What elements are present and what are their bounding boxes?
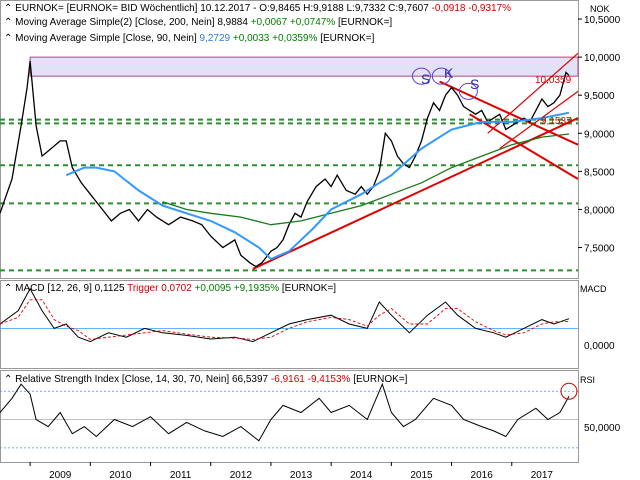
y-tick-label: 7,5000 [584, 244, 615, 255]
x-tick-label: 2011 [170, 470, 192, 480]
legend-icon: ⌃ [4, 17, 13, 28]
rsi-highlight-circle [560, 382, 578, 400]
price-legend: ⌃ EURNOK= [EURNOK= BID Wöchentlich] 10.1… [4, 3, 512, 14]
ma90-change: +0,0033 [232, 33, 270, 44]
ma90-value: 9,2729 [199, 33, 231, 44]
channel-line-lower [499, 90, 579, 150]
macd-tick: 0,0000 [584, 341, 615, 352]
uptrend-line [252, 117, 579, 270]
right-shoulder-label: S [470, 76, 480, 92]
ma200-legend: ⌃ Moving Average Simple(2) [Close, 200, … [4, 17, 392, 29]
instrument-name: EURNOK= [EURNOK= BID Wöchentlich] [15, 3, 198, 14]
trigger-label: Trigger [127, 283, 159, 294]
macd-panel-frame [0, 280, 579, 369]
ma90-line [65, 111, 570, 261]
x-tick-label: 2016 [471, 470, 494, 480]
macd-axis-label: MACD [580, 284, 607, 294]
y-tick-label: 10,5000 [584, 15, 621, 26]
rsi-value: 66,5397 [231, 374, 269, 385]
legend-icon: ⌃ [4, 3, 13, 14]
ohlc-values: O:9,8465 H:9,9188 L:9,7332 C:9,7607 [259, 3, 429, 14]
pattern-circle [431, 67, 451, 85]
rsi-title: Relative Strength Index [Close, 14, 30, … [15, 374, 230, 385]
pattern-circle [458, 82, 478, 100]
ma200-value: 8,9884 [217, 17, 248, 28]
macd-legend: ⌃ MACD [12, 26, 9] 0,1125 Trigger 0,0702… [4, 283, 336, 295]
y-tick-label: 9,5000 [584, 91, 615, 102]
left-shoulder-label: S [421, 71, 431, 87]
macd-value: 0,1125 [94, 283, 125, 294]
macd-change-pct: +9,1935% [233, 283, 280, 294]
main-panel-frame [0, 0, 579, 279]
macd-trigger-line [0, 299, 570, 340]
legend-icon: ⌃ [4, 283, 13, 294]
y-tick-label: 10,0000 [584, 53, 621, 64]
legend-icon: ⌃ [4, 374, 13, 385]
price-change: -0,0918 [431, 3, 466, 14]
price-change-pct: -0,9317% [468, 3, 512, 14]
x-tick-label: 2014 [350, 470, 373, 480]
macd-symbol: [EURNOK=] [281, 283, 337, 294]
ma90-symbol: [EURNOK=] [320, 33, 375, 44]
macd-title: MACD [12, 26, 9] [15, 283, 92, 294]
rsi-line [0, 382, 570, 442]
ma90-change-pct: +0,0359% [272, 33, 318, 44]
ma90-legend: ⌃ Moving Average Simple [Close, 90, Nein… [4, 33, 374, 45]
x-tick-label: 2012 [230, 470, 253, 480]
x-tick-label: 2015 [410, 470, 433, 480]
last-price-tag: 10,0359 [535, 75, 572, 86]
downtrend-line-lower [469, 113, 579, 180]
legend-icon: ⌃ [4, 33, 13, 44]
ma200-line [162, 133, 570, 226]
macd-line [0, 287, 570, 343]
ma90-name: Moving Average Simple [Close, 90, Nein] [15, 33, 197, 44]
trigger-value: 0,0702 [161, 283, 192, 294]
y-tick-label: 8,0000 [584, 205, 615, 216]
downtrend-line-upper [439, 80, 579, 146]
head-label: K [444, 65, 454, 81]
rsi-panel-frame [0, 370, 579, 463]
channel-line-upper [487, 52, 579, 134]
x-tick-label: 2009 [49, 470, 72, 480]
rsi-legend: ⌃ Relative Strength Index [Close, 14, 30… [4, 374, 407, 386]
trendline-value-tag: 9,1537 [541, 116, 572, 127]
rsi-axis-label: RSI [580, 375, 596, 385]
ma200-change-pct: +0,0747% [289, 17, 336, 28]
macd-change: +0,0095 [194, 283, 232, 294]
resistance-zone [29, 56, 579, 77]
ma200-symbol: [EURNOK=] [338, 17, 393, 28]
ma200-name: Moving Average Simple(2) [Close, 200, Ne… [15, 17, 215, 28]
rsi-change-pct: -9,4153% [307, 374, 351, 385]
x-tick-label: 2010 [109, 470, 132, 480]
currency-label: NOK [590, 4, 610, 14]
x-tick-label: 2017 [531, 470, 554, 480]
price-date: 10.12.2017 [200, 3, 251, 14]
rsi-symbol: [EURNOK=] [353, 374, 408, 385]
pattern-circle [411, 67, 431, 85]
rsi-change: -6,9161 [270, 374, 305, 385]
rsi-tick: 50,0000 [584, 423, 621, 434]
ma200-change: +0,0067 [250, 17, 288, 28]
y-tick-label: 8,5000 [584, 167, 615, 178]
price-line [0, 60, 570, 268]
x-tick-label: 2013 [290, 470, 313, 480]
y-tick-label: 9,0000 [584, 129, 615, 140]
